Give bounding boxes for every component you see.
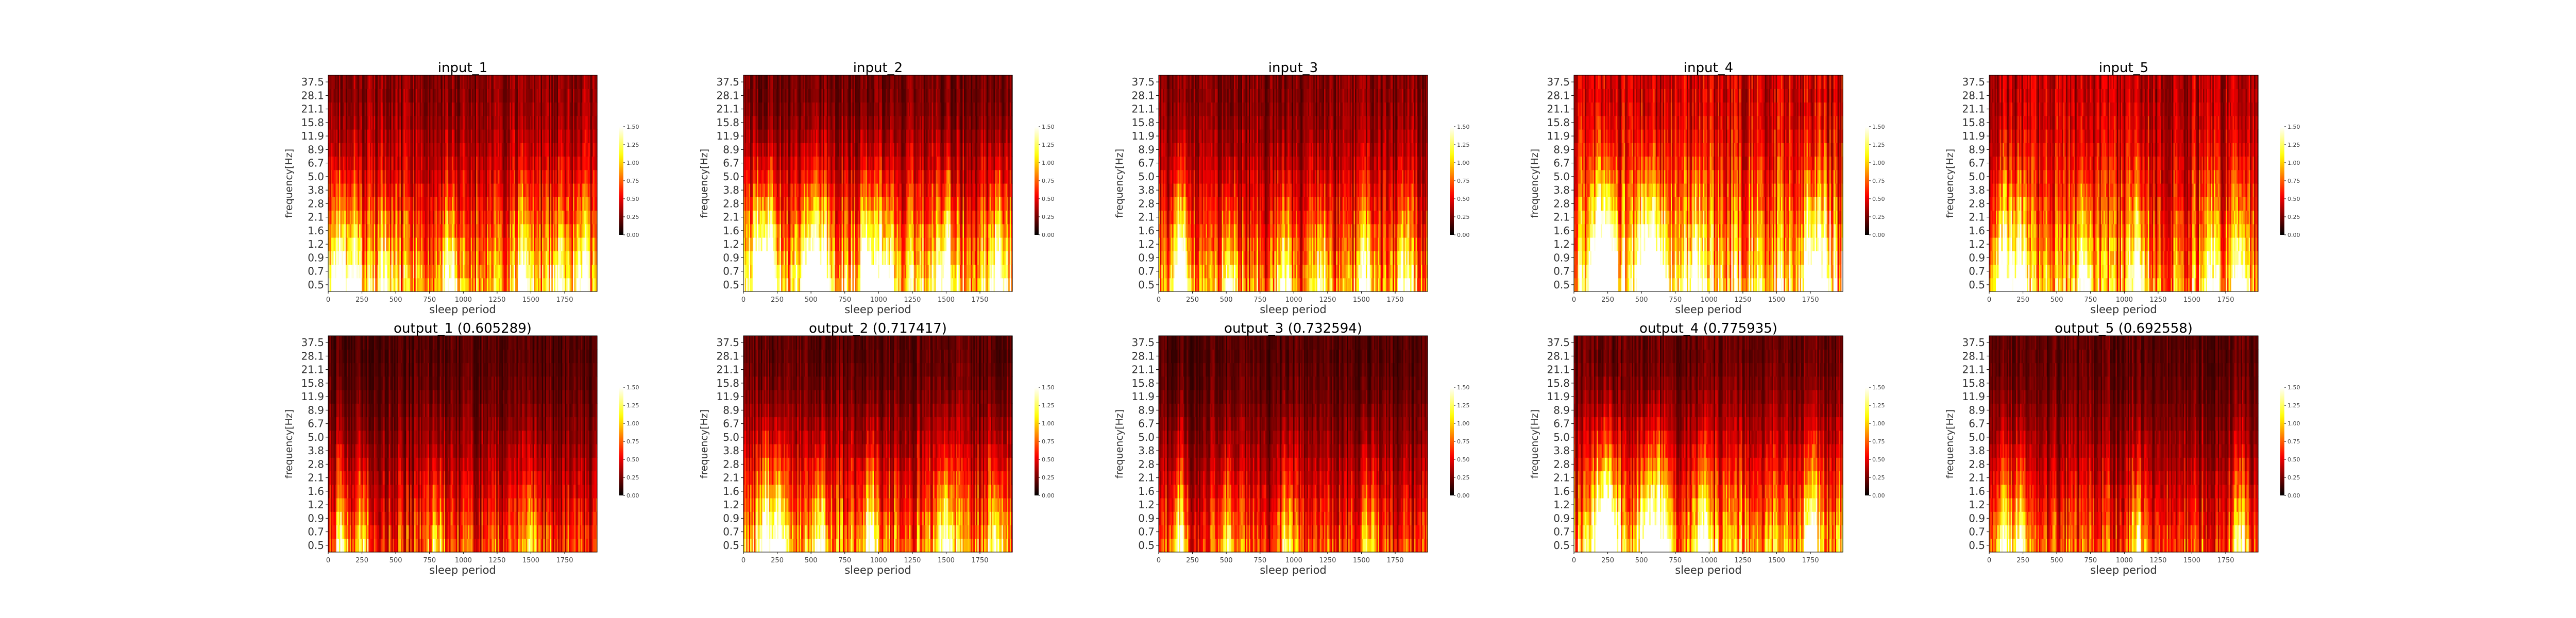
colorbar-tick-label: 0.50 (626, 196, 639, 202)
x-tick-label: 1250 (488, 296, 505, 304)
y-tick-label: 2.1 (308, 211, 324, 224)
y-tick-label: 1.2 (308, 238, 324, 250)
x-tick-label: 1000 (455, 296, 472, 304)
spectrogram-panel-2: input_20.50.70.91.21.62.12.83.85.06.78.9… (699, 60, 1055, 316)
y-tick-label: 3.8 (308, 184, 324, 196)
x-tick-label: 1750 (556, 296, 573, 304)
y-tick-label: 11.9 (301, 130, 324, 142)
panel-title: input_1 (438, 60, 487, 76)
colorbar-tick-label: 0.00 (626, 232, 639, 238)
y-axis-label: frequency[Hz] (283, 149, 295, 218)
x-tick-label: 0 (326, 296, 330, 304)
colorbar (619, 127, 623, 235)
y-tick-label: 28.1 (301, 89, 324, 101)
x-axis-label: sleep period (429, 303, 496, 316)
y-tick-label: 5.0 (308, 170, 324, 183)
y-tick-label: 1.6 (308, 225, 324, 237)
x-tick-label: 250 (355, 296, 368, 304)
x-tick-label: 1500 (522, 296, 539, 304)
y-tick-label: 21.1 (301, 103, 324, 115)
heatmap-cells (328, 75, 598, 292)
x-tick-label: 750 (423, 296, 436, 304)
y-tick-label: 0.7 (308, 265, 324, 278)
colorbar-tick-label: 1.00 (626, 160, 639, 166)
spectrogram-panel-1: input_1 0.50.70.91.21.62.12.83.85.06.78.9… (283, 60, 639, 316)
heatmap-cells (743, 75, 1013, 292)
y-tick-label: 37.5 (301, 76, 324, 88)
y-tick-label: 8.9 (308, 143, 324, 156)
colorbar-tick-label: 1.25 (626, 142, 639, 148)
y-tick-label: 15.8 (301, 116, 324, 129)
colorbar-tick-label: 1.50 (626, 124, 639, 130)
y-tick-label: 6.7 (308, 157, 324, 169)
colorbar-tick-label: 0.75 (626, 178, 639, 184)
y-tick-label: 0.9 (308, 251, 324, 264)
y-tick-label: 0.5 (308, 279, 324, 291)
x-tick-label: 500 (389, 296, 402, 304)
y-tick-label: 2.8 (308, 197, 324, 210)
colorbar-tick-label: 0.25 (626, 214, 639, 220)
